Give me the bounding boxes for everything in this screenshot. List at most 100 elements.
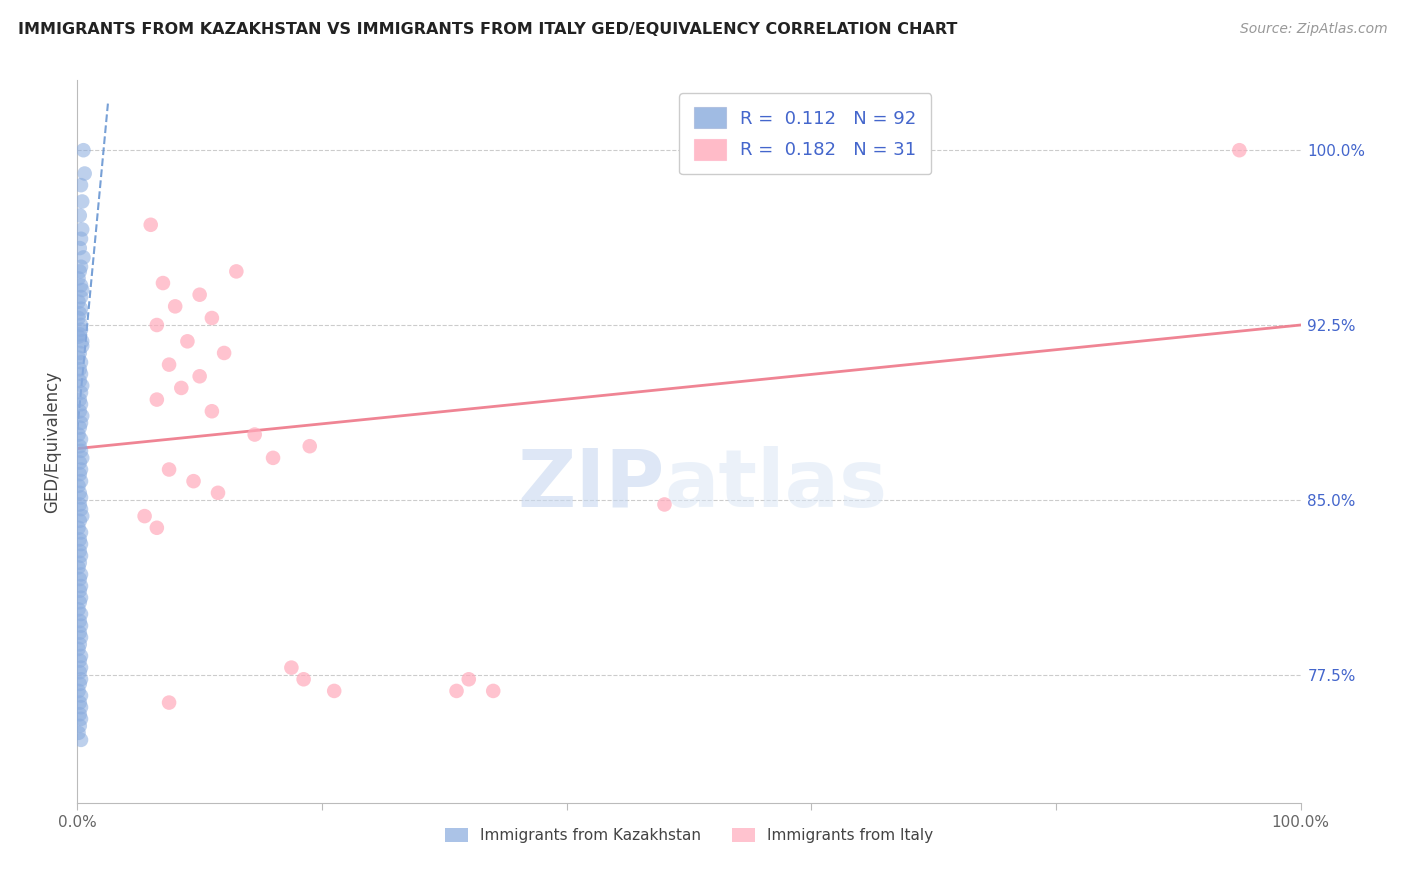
Point [70, 416, 93, 430]
Point [69, 420, 91, 434]
Point [67, 479, 90, 493]
Point [70, 502, 93, 516]
Point [134, 509, 156, 524]
Point [69, 583, 91, 598]
Point [165, 299, 187, 313]
Point [69, 467, 91, 482]
Point [67, 351, 90, 365]
Legend: Immigrants from Kazakhstan, Immigrants from Italy: Immigrants from Kazakhstan, Immigrants f… [439, 822, 939, 849]
Point [70, 278, 93, 293]
Point [70, 630, 93, 644]
Point [69, 209, 91, 223]
Point [69, 677, 91, 691]
Point [70, 367, 93, 381]
Point [67, 684, 90, 698]
Point [207, 485, 229, 500]
Point [69, 241, 91, 255]
Point [446, 684, 468, 698]
Point [70, 491, 93, 505]
Point [298, 439, 321, 453]
Point [70, 283, 93, 297]
Point [69, 719, 91, 733]
Point [243, 427, 266, 442]
Point [70, 323, 93, 337]
Point [212, 346, 235, 360]
Point [188, 369, 211, 384]
Point [70, 660, 93, 674]
Point [69, 654, 91, 668]
Point [157, 462, 180, 476]
Point [72, 251, 94, 265]
Text: IMMIGRANTS FROM KAZAKHSTAN VS IMMIGRANTS FROM ITALY GED/EQUIVALENCY CORRELATION : IMMIGRANTS FROM KAZAKHSTAN VS IMMIGRANTS… [18, 22, 957, 37]
Point [70, 318, 93, 332]
Point [67, 602, 90, 616]
Point [67, 642, 90, 657]
Point [157, 696, 180, 710]
Point [70, 712, 93, 726]
Point [67, 271, 90, 285]
Point [70, 525, 93, 540]
Point [70, 178, 93, 193]
Point [170, 381, 193, 395]
Text: Source: ZipAtlas.com: Source: ZipAtlas.com [1240, 22, 1388, 37]
Point [139, 218, 162, 232]
Point [70, 591, 93, 605]
Point [70, 443, 93, 458]
Point [70, 222, 93, 236]
Point [157, 358, 180, 372]
Point [69, 595, 91, 609]
Point [70, 579, 93, 593]
Point [152, 276, 174, 290]
Point [67, 329, 90, 343]
Point [69, 392, 91, 407]
Point [70, 232, 93, 246]
Point [146, 318, 169, 332]
Point [292, 673, 315, 687]
Point [323, 684, 346, 698]
Point [69, 533, 91, 547]
Point [70, 385, 93, 400]
Point [70, 537, 93, 551]
Point [70, 549, 93, 563]
Point [69, 327, 91, 342]
Point [70, 378, 93, 392]
Point [146, 392, 169, 407]
Point [69, 404, 91, 418]
Point [70, 689, 93, 703]
Point [69, 514, 91, 528]
Point [70, 409, 93, 423]
Point [69, 665, 91, 680]
Point [69, 362, 91, 376]
Point [482, 684, 505, 698]
Point [67, 311, 90, 326]
Point [70, 700, 93, 714]
Point [69, 614, 91, 628]
Point [67, 294, 90, 309]
Point [70, 334, 93, 349]
Point [67, 726, 90, 740]
Point [69, 556, 91, 570]
Point [70, 732, 93, 747]
Point [69, 625, 91, 640]
Text: ZIP: ZIP [517, 446, 665, 524]
Point [70, 260, 93, 274]
Point [69, 439, 91, 453]
Text: atlas: atlas [665, 446, 887, 524]
Point [69, 637, 91, 651]
Point [69, 707, 91, 722]
Point [280, 660, 302, 674]
Point [70, 474, 93, 488]
Point [69, 456, 91, 470]
Point [67, 560, 90, 574]
Point [70, 648, 93, 663]
Point [70, 397, 93, 411]
Point [70, 567, 93, 582]
Point [70, 432, 93, 446]
Point [69, 306, 91, 320]
Point [188, 287, 211, 301]
Point [69, 346, 91, 360]
Y-axis label: GED/Equivalency: GED/Equivalency [44, 370, 62, 513]
Point [201, 311, 224, 326]
Point [70, 618, 93, 632]
Point [70, 355, 93, 369]
